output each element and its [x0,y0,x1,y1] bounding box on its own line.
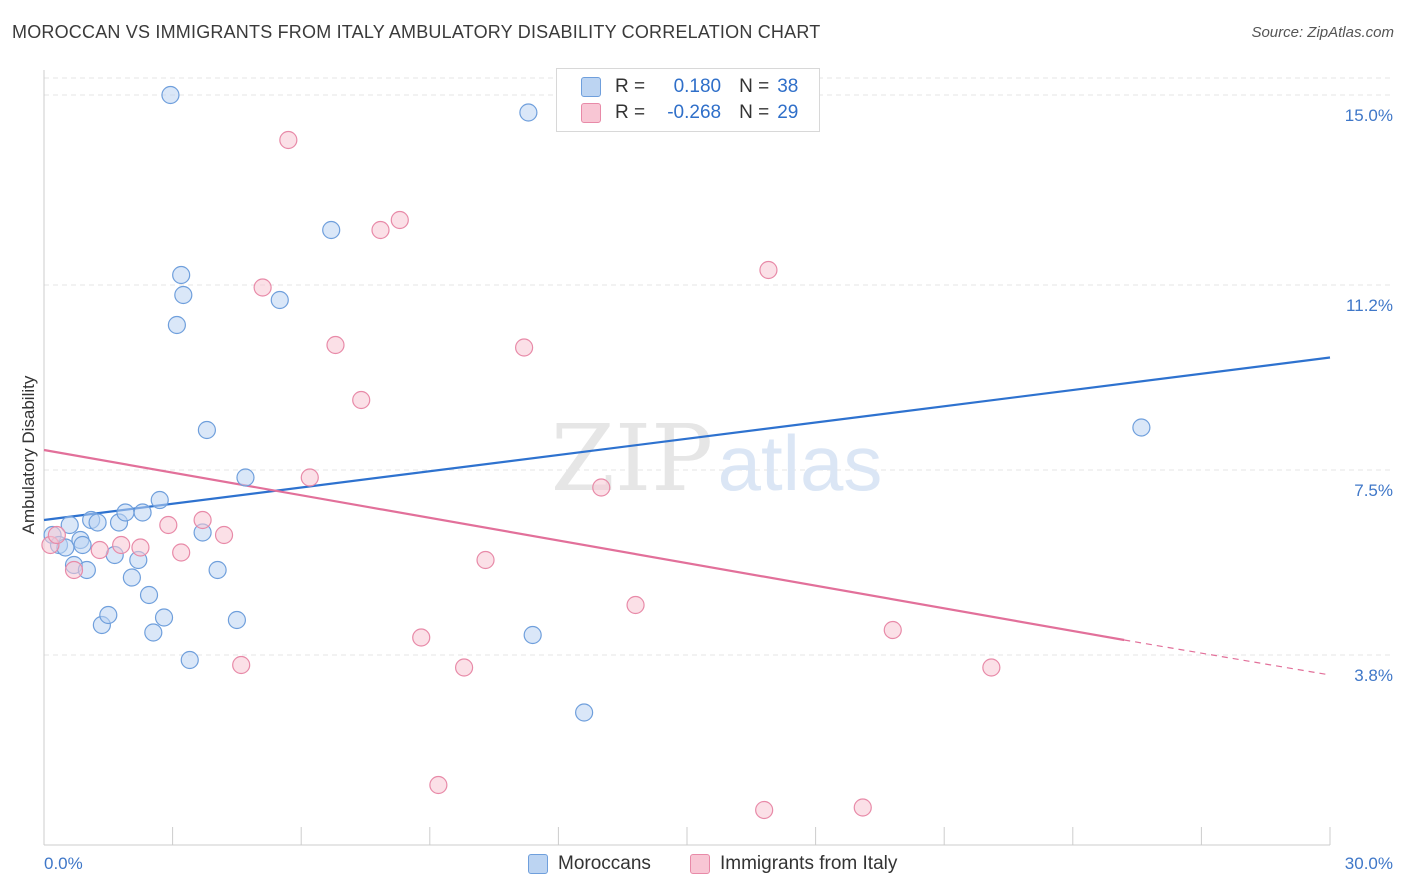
x-tick-label: 30.0% [1345,854,1393,873]
italy-point [159,515,178,535]
moroccans-point [144,623,163,642]
italy-point [759,260,778,280]
italy-point [853,798,872,817]
italy-point [279,130,298,150]
italy-point [371,220,390,240]
italy-point [626,595,645,615]
watermark-atlas: atlas [718,419,883,507]
moroccans-point [174,285,193,305]
series-legend-italy: Immigrants from Italy [690,852,897,876]
legend-row-moroccans: R = 0.180 N = 38 [581,75,798,99]
tick-labels: 3.8% 7.5% 11.2% 15.0% 0.0% 30.0% [44,106,1393,873]
italy-point [90,540,109,560]
moroccans-point [161,85,180,105]
italy-point [253,278,272,297]
italy-point [232,655,251,675]
moroccans-point [150,490,169,510]
italy-trend-extension [1124,639,1331,676]
italy-point [412,628,431,647]
italy-point [515,338,534,357]
chart-title: MOROCCAN VS IMMIGRANTS FROM ITALY AMBULA… [12,22,821,42]
moroccans-point [523,625,542,645]
legend-swatch-pink [581,103,601,123]
legend-n-label: N = [739,102,770,123]
series-swatch-blue [528,854,548,874]
moroccans-trend-line [43,356,1331,522]
moroccans-point [322,220,341,240]
italy-point [112,535,131,555]
source-credit: Source: ZipAtlas.com [1251,24,1394,41]
italy-point [300,468,319,487]
axes [43,70,1331,846]
italy-point [476,550,495,570]
legend-swatch-blue [581,77,601,97]
legend-row-italy: R = -0.268 N = 29 [581,101,798,125]
moroccans-point [208,560,227,580]
moroccans-point [60,515,79,535]
legend-n-label: N = [739,76,770,97]
y-tick-label: 11.2% [1346,296,1393,315]
moroccans-point [99,605,118,625]
italy-point [883,620,902,640]
italy-point [429,775,448,795]
moroccans-point [116,503,135,522]
trend-lines [43,356,1331,676]
moroccans-point [236,468,255,487]
correlation-legend: R = 0.180 N = 38 R = -0.268 N = 29 [556,68,820,132]
moroccans-point [122,568,141,587]
italy-point [592,478,611,497]
series-label-italy: Immigrants from Italy [720,853,898,874]
series-legend-moroccans: Moroccans [528,852,651,876]
moroccans-point [172,265,191,285]
moroccans-point [270,290,289,310]
x-tick-label: 0.0% [44,854,83,873]
series-label-moroccans: Moroccans [558,853,651,874]
moroccans-point [139,585,159,605]
y-tick-label: 15.0% [1345,106,1393,125]
moroccans-point [197,420,216,440]
y-tick-label: 7.5% [1354,481,1393,500]
moroccans-point [575,703,594,722]
italy-point [454,658,474,677]
italy-point [352,390,371,410]
legend-r-value: 0.180 [673,76,722,97]
italy-point [64,560,84,580]
data-points [41,85,1151,820]
legend-r-label: R = [615,76,646,97]
italy-point [390,210,409,230]
legend-r-value: -0.268 [667,102,722,123]
italy-point [131,538,150,557]
italy-point [172,543,191,562]
italy-point [326,335,345,355]
moroccans-point [167,315,186,335]
italy-trend-line [43,448,1125,642]
italy-point [47,525,66,545]
moroccans-point [180,650,199,670]
moroccans-point [519,103,538,122]
italy-point [755,800,774,820]
y-axis-title: Ambulatory Disability [19,375,38,534]
y-tick-label: 3.8% [1354,666,1393,685]
moroccans-point [88,513,107,532]
moroccans-point [154,608,174,627]
italy-point [214,525,234,545]
series-swatch-pink [690,854,710,874]
italy-point [982,658,1001,677]
watermark: ZIP atlas [551,405,882,512]
watermark-zip: ZIP [551,405,713,512]
moroccans-point [73,535,92,555]
moroccans-point [227,610,246,630]
moroccans-point [133,503,152,522]
moroccans-point [1132,418,1151,437]
legend-r-label: R = [615,102,646,123]
legend-n-value: 38 [777,76,799,97]
italy-point [193,510,212,530]
legend-n-value: 29 [777,102,799,123]
